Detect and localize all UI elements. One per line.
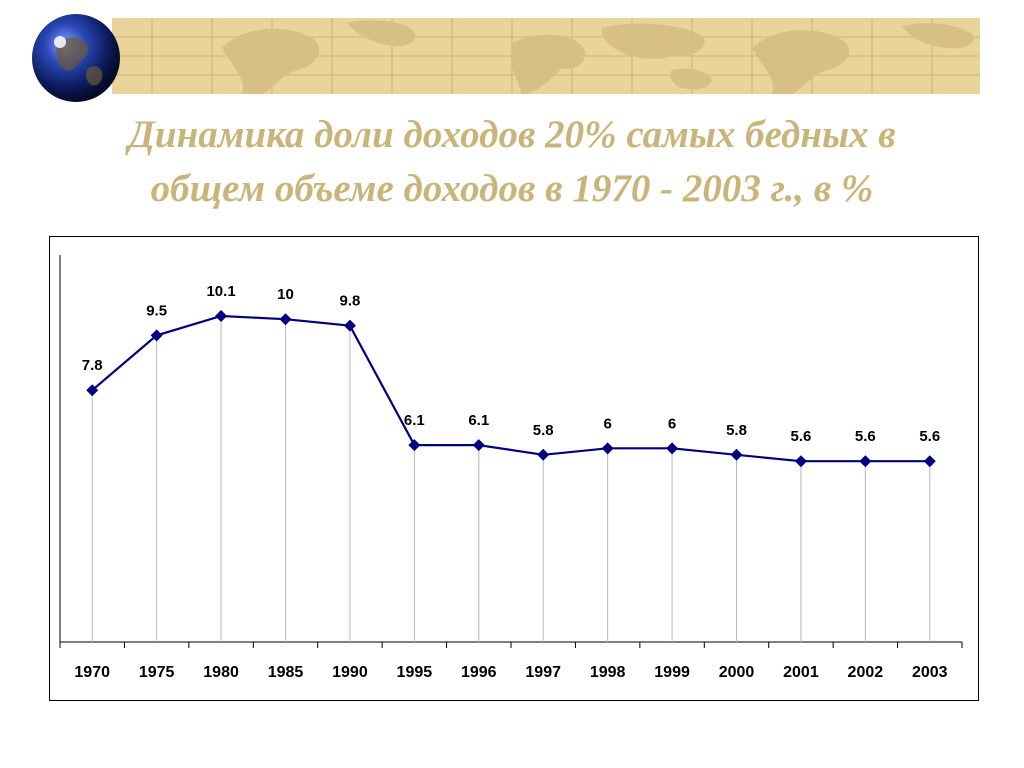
x-tick-label-1996: 1996 [461,664,497,681]
x-tick-label-2001: 2001 [783,664,819,681]
page-title: Динамика доли доходов 20% самых бедных в… [20,108,1004,216]
data-label-1980: 10.1 [206,283,235,300]
data-label-2003: 5.6 [919,428,940,445]
data-point-1998 [601,442,614,455]
data-label-1970: 7.8 [82,357,103,374]
data-label-1996: 6.1 [468,412,489,429]
data-point-1999 [666,442,679,455]
x-tick-label-1970: 1970 [74,664,110,681]
data-point-1985 [279,313,292,326]
chart-area: 7.8 9.5 10.1 10 9.8 6.1 6.1 5.8 6 6 5.8 5.6 5.6 5.6 19… [49,236,979,701]
data-label-2002: 5.6 [855,428,876,445]
data-point-2003 [923,455,936,468]
title-line-1: Динамика доли доходов 20% самых бедных в [128,113,896,156]
x-tick-label-1997: 1997 [525,664,561,681]
data-point-2000 [730,448,743,461]
data-point-1975 [150,329,163,342]
data-point-2002 [859,455,872,468]
world-map-icon [112,18,980,94]
world-map-banner [112,18,980,94]
data-label-1990: 9.8 [339,293,360,310]
x-tick-label-1980: 1980 [203,664,239,681]
x-tick-label-1985: 1985 [268,664,304,681]
data-point-2001 [794,455,807,468]
x-tick-label-2000: 2000 [719,664,755,681]
line-chart: 7.8 9.5 10.1 10 9.8 6.1 6.1 5.8 6 6 5.8 5.6 5.6 5.6 19… [59,255,963,681]
x-tick-label-2002: 2002 [848,664,884,681]
data-label-1995: 6.1 [404,412,425,429]
data-label-1999: 6 [668,415,676,432]
globe-icon [30,12,122,104]
data-label-1975: 9.5 [146,302,167,319]
data-label-2001: 5.6 [790,428,811,445]
x-tick-label-2003: 2003 [912,664,948,681]
data-label-1985: 10 [277,286,294,303]
data-point-1980 [215,310,228,322]
data-point-1997 [537,448,550,461]
data-point-1996 [472,439,485,452]
data-label-1998: 6 [603,415,611,432]
data-label-1997: 5.8 [533,422,554,439]
data-point-1995 [408,439,421,452]
x-tick-label-1990: 1990 [332,664,368,681]
data-point-1990 [343,319,356,332]
x-tick-label-1999: 1999 [654,664,690,681]
x-tick-label-1998: 1998 [590,664,626,681]
title-line-2: общем объеме доходов в 1970 - 2003 г., в… [150,167,874,210]
series-line [91,314,930,463]
data-point-1970 [86,384,99,397]
x-tick-label-1995: 1995 [397,664,433,681]
data-label-2000: 5.8 [726,422,747,439]
x-tick-label-1975: 1975 [139,664,175,681]
